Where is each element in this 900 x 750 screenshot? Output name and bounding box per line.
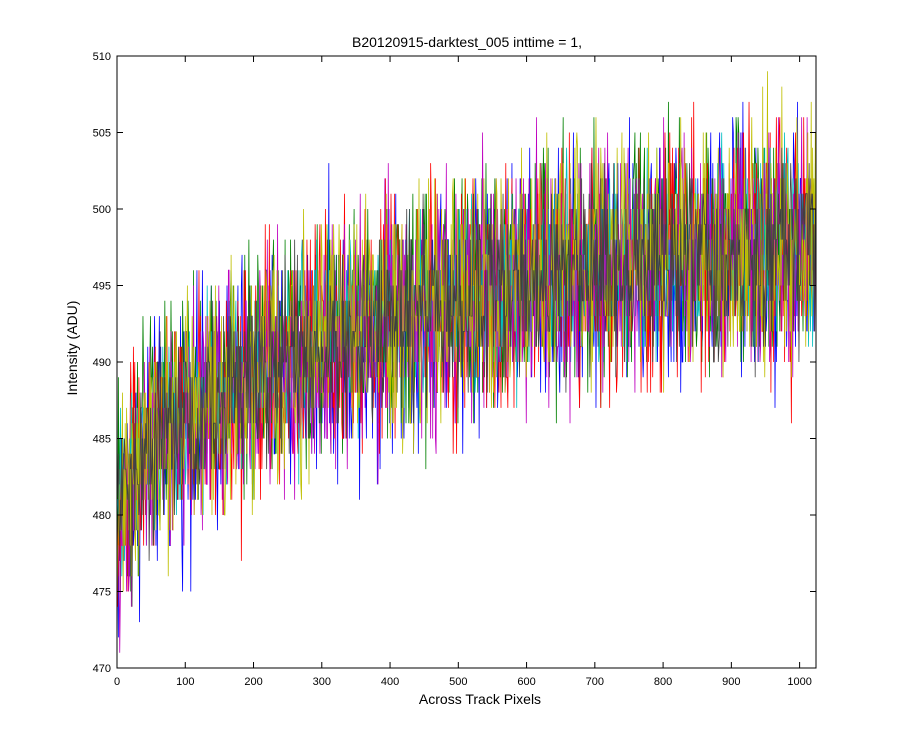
data-traces bbox=[116, 71, 817, 653]
x-tick-label: 0 bbox=[114, 676, 120, 688]
y-tick-label: 485 bbox=[93, 434, 111, 446]
y-tick-label: 510 bbox=[93, 51, 111, 63]
y-tick-label: 505 bbox=[93, 128, 111, 140]
y-tick-label: 490 bbox=[93, 357, 111, 369]
y-tick-label: 495 bbox=[93, 281, 111, 293]
x-tick-label: 900 bbox=[722, 676, 740, 688]
y-tick-label: 480 bbox=[93, 510, 111, 522]
x-tick-label: 200 bbox=[244, 676, 262, 688]
plot-axes-box bbox=[116, 55, 817, 669]
axis-ticks: 0 100 200 300 400 500 600 700 800 900 1000 470 475 48… bbox=[93, 51, 816, 688]
x-tick-label: 400 bbox=[381, 676, 399, 688]
chart-title: B20120915-darktest_005 inttime = 1, bbox=[352, 34, 582, 50]
x-tick-label: 300 bbox=[313, 676, 331, 688]
x-tick-label: 1000 bbox=[787, 676, 811, 688]
x-tick-label: 500 bbox=[449, 676, 467, 688]
x-tick-label: 600 bbox=[517, 676, 535, 688]
x-tick-label: 100 bbox=[176, 676, 194, 688]
x-axis-label: Across Track Pixels bbox=[419, 691, 541, 707]
x-tick-label: 800 bbox=[654, 676, 672, 688]
y-tick-label: 500 bbox=[93, 204, 111, 216]
y-tick-label: 470 bbox=[93, 663, 111, 675]
y-axis-label: Intensity (ADU) bbox=[64, 301, 80, 396]
series-line-6 bbox=[116, 147, 817, 607]
x-tick-label: 700 bbox=[586, 676, 604, 688]
series-line-5 bbox=[116, 71, 817, 607]
y-tick-label: 475 bbox=[93, 587, 111, 599]
